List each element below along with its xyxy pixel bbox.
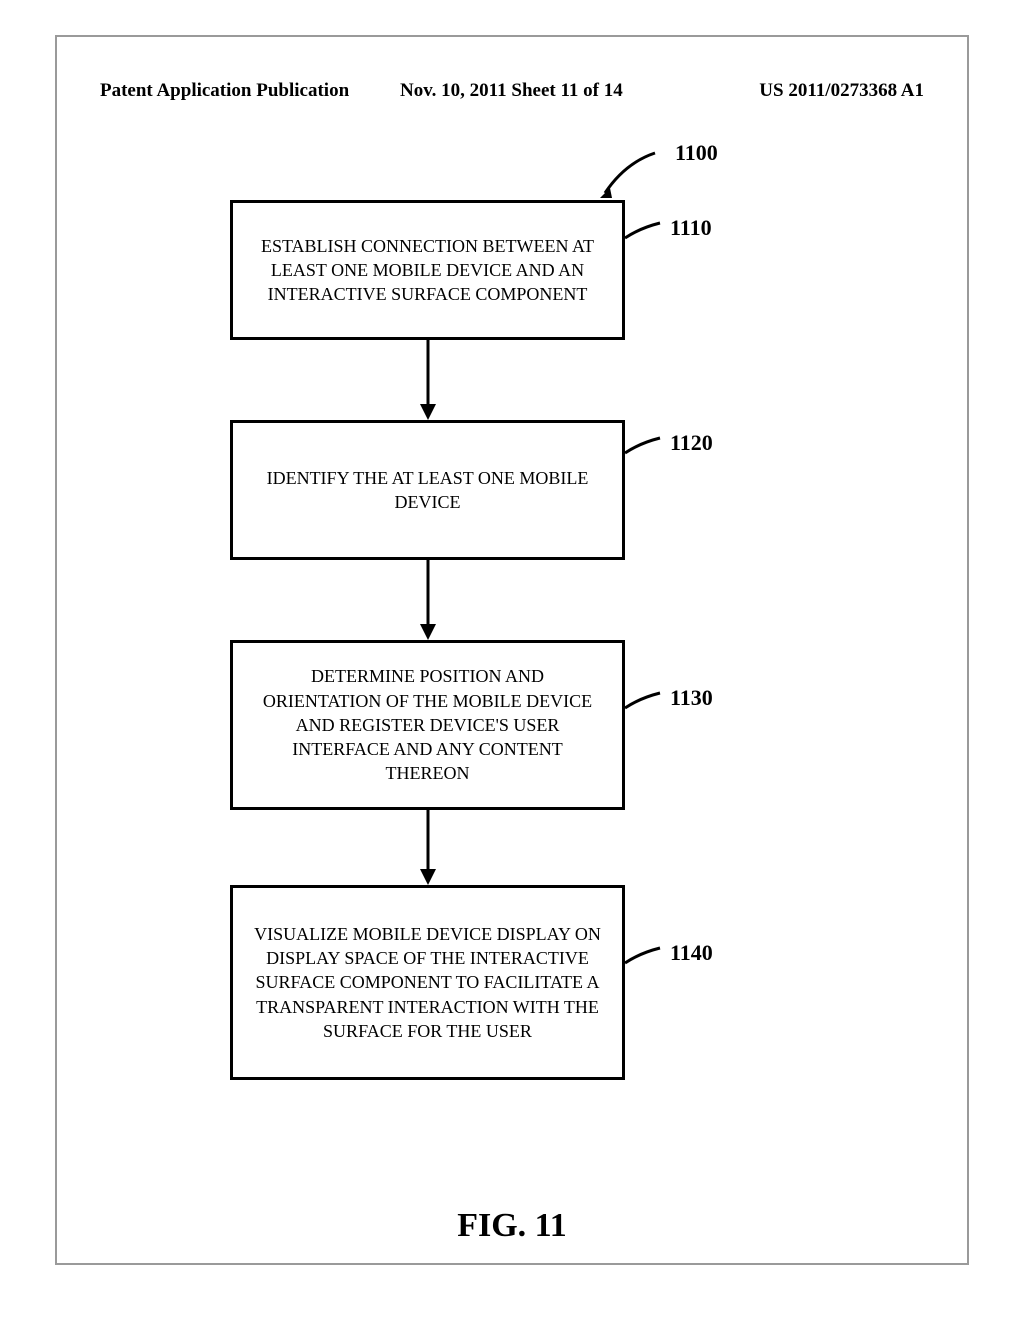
callout-3 [625,688,665,718]
callout-4 [625,943,665,973]
flowchart-box-4: VISUALIZE MOBILE DEVICE DISPLAY ON DISPL… [230,885,625,1080]
box-4-text: VISUALIZE MOBILE DEVICE DISPLAY ON DISPL… [251,922,604,1043]
ref-1110: 1110 [670,215,712,241]
ref-1140: 1140 [670,940,713,966]
header-left: Patent Application Publication [100,80,349,102]
ref-1120: 1120 [670,430,713,456]
box-1-text: ESTABLISH CONNECTION BETWEEN AT LEAST ON… [251,234,604,307]
figure-caption: FIG. 11 [0,1207,1024,1245]
flowchart-box-3: DETERMINE POSITION AND ORIENTATION OF TH… [230,640,625,810]
flowchart-box-2: IDENTIFY THE AT LEAST ONE MOBILE DEVICE [230,420,625,560]
figure-ref-label: 1100 [675,140,718,166]
box-3-text: DETERMINE POSITION AND ORIENTATION OF TH… [251,664,604,785]
header-right: US 2011/0273368 A1 [759,80,924,102]
arrow-2-3 [418,560,438,640]
callout-2 [625,433,665,463]
page-header: Patent Application Publication Nov. 10, … [100,80,924,102]
arrow-3-4 [418,810,438,885]
box-2-text: IDENTIFY THE AT LEAST ONE MOBILE DEVICE [251,466,604,515]
flowchart-diagram: 1100 ESTABLISH CONNECTION BETWEEN AT LEA… [100,140,924,1160]
figure-ref-leader [600,148,670,198]
header-mid: Nov. 10, 2011 Sheet 11 of 14 [400,80,623,102]
flowchart-box-1: ESTABLISH CONNECTION BETWEEN AT LEAST ON… [230,200,625,340]
callout-1 [625,218,665,248]
arrow-1-2 [418,340,438,420]
ref-1130: 1130 [670,685,713,711]
